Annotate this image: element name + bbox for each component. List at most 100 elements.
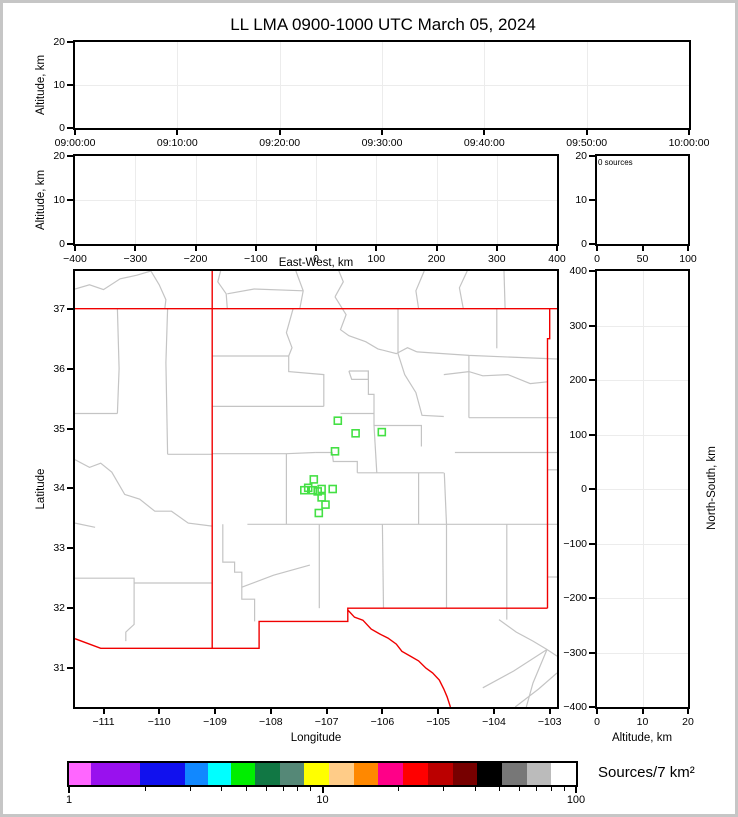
colorbar-segment (353, 763, 379, 785)
ns_height-y-tick-label: −100 (563, 537, 587, 550)
ns_height-x-tick-label: 0 (594, 716, 600, 728)
county-border-line (222, 524, 256, 622)
colorbar-minor-tick (189, 787, 191, 791)
map-geography-layer (75, 271, 557, 707)
histogram-x-tick-mark (641, 246, 644, 251)
map-x-tick-mark (269, 709, 272, 714)
grid-line-horizontal (597, 543, 688, 545)
time_height-y-tick-label: 20 (53, 36, 65, 48)
county-border-line (525, 649, 548, 707)
ew_height-x-tick-label: −400 (63, 253, 87, 265)
county-border-line (397, 353, 444, 418)
county-border-line (217, 271, 228, 309)
colorbar-minor-tick (499, 787, 501, 791)
time_height-x-tick-mark (688, 130, 690, 135)
county-border-line (373, 425, 378, 473)
ew_height-x-tick-mark (315, 246, 317, 251)
map-x-tick-label: −105 (426, 716, 451, 728)
map-xlabel-longitude: Longitude (290, 732, 342, 744)
colorbar-minor-tick (563, 787, 565, 791)
ns_height-y-tick-label: 200 (569, 374, 587, 386)
histogram-y-tick-label: 20 (575, 150, 587, 162)
ew_height-x-tick-mark (194, 246, 197, 251)
map-y-tick-label: 32 (53, 602, 65, 615)
figure-title: LL LMA 0900-1000 UTC March 05, 2024 (230, 15, 536, 34)
map-x-tick-mark (548, 709, 551, 714)
lma-station-marker (314, 508, 324, 518)
ns_height-y-tick-label: −200 (563, 592, 587, 604)
map-y-tick-mark (67, 367, 73, 370)
lma-station-marker (308, 485, 317, 495)
colorbar-segment (255, 763, 281, 785)
altitude-histogram-panel (595, 154, 690, 246)
ns_height-y-tick-label: 300 (569, 319, 587, 332)
colorbar-tick-label: 10 (316, 794, 329, 806)
ns_height-y-tick-label: 0 (581, 483, 587, 495)
map-x-tick-mark (158, 709, 161, 714)
ns_height-x-tick-label: 20 (682, 716, 694, 728)
county-border-line (288, 356, 325, 407)
grid-line-horizontal (597, 325, 688, 327)
ns_height-x-tick-mark (641, 709, 644, 714)
grid-line-horizontal (75, 85, 689, 86)
county-border-line (334, 296, 418, 355)
colorbar-segment (526, 763, 552, 785)
colorbar-segment (551, 763, 577, 785)
time_height-y-tick-mark (67, 127, 73, 129)
ns_height-y-tick-mark (589, 542, 595, 545)
colorbar-minor-tick (245, 787, 247, 791)
map-x-tick-label: −108 (258, 716, 283, 728)
county-border-line (514, 672, 557, 707)
map-x-tick-mark (381, 709, 384, 714)
map-y-tick-label: 37 (53, 302, 65, 315)
time_height-y-tick-mark (67, 41, 73, 43)
county-border-line (295, 271, 304, 309)
histogram-y-tick-mark (589, 199, 595, 201)
colorbar-segment (477, 763, 503, 785)
time_height-y-tick-mark (67, 84, 73, 86)
ns_height-y-tick-label: −300 (563, 646, 587, 659)
ns_height-x-tick-mark (596, 709, 598, 714)
histogram-x-tick-label: 50 (636, 253, 649, 265)
state-border-line (347, 609, 452, 707)
map-x-tick-mark (102, 709, 105, 714)
east-west-xlabel: East-West, km (278, 257, 354, 269)
ew_height-y-tick-label: 0 (59, 238, 65, 250)
ew_height-x-tick-mark (556, 246, 558, 251)
lma-station-marker (351, 429, 360, 438)
map-x-tick-label: −107 (314, 716, 339, 728)
colorbar-segment (231, 763, 256, 785)
time_height-x-tick-mark (381, 130, 383, 135)
ew_height-x-tick-mark (74, 246, 76, 251)
lma-station-marker (300, 485, 309, 495)
grid-line-horizontal (597, 598, 688, 599)
colorbar-minor-tick (297, 787, 299, 791)
colorbar-segment (329, 763, 355, 785)
map-y-tick-label: 35 (53, 422, 65, 435)
ew_height-x-tick-label: −300 (123, 253, 148, 265)
ns-panel-xlabel-altitude: Altitude, km (611, 732, 673, 744)
colorbar-tick-label: 1 (65, 794, 73, 806)
ew_height-x-tick-label: 200 (427, 253, 446, 265)
colorbar-major-tick (575, 787, 577, 793)
histogram-y-tick-label: 0 (581, 238, 587, 250)
county-border-line (416, 351, 557, 360)
county-border-line (498, 619, 557, 657)
county-border-line (75, 577, 213, 584)
ew_height-x-tick-label: −100 (243, 253, 268, 265)
ns_height-y-tick-mark (589, 324, 595, 327)
map-x-tick-label: −103 (537, 716, 562, 728)
map-y-tick-mark (67, 547, 73, 550)
histogram-y-tick-label: 10 (575, 194, 587, 206)
colorbar-segment (428, 763, 454, 785)
grid-line-horizontal (597, 380, 688, 381)
map-y-tick-mark (67, 307, 73, 310)
colorbar-major-tick (68, 787, 70, 793)
map-x-tick-label: −110 (147, 716, 171, 728)
map-x-tick-label: −109 (203, 716, 227, 728)
map-y-tick-mark (67, 487, 73, 490)
county-border-line (443, 370, 548, 385)
ns_height-y-tick-mark (589, 433, 595, 436)
ew_height-x-tick-label: 300 (488, 253, 506, 265)
